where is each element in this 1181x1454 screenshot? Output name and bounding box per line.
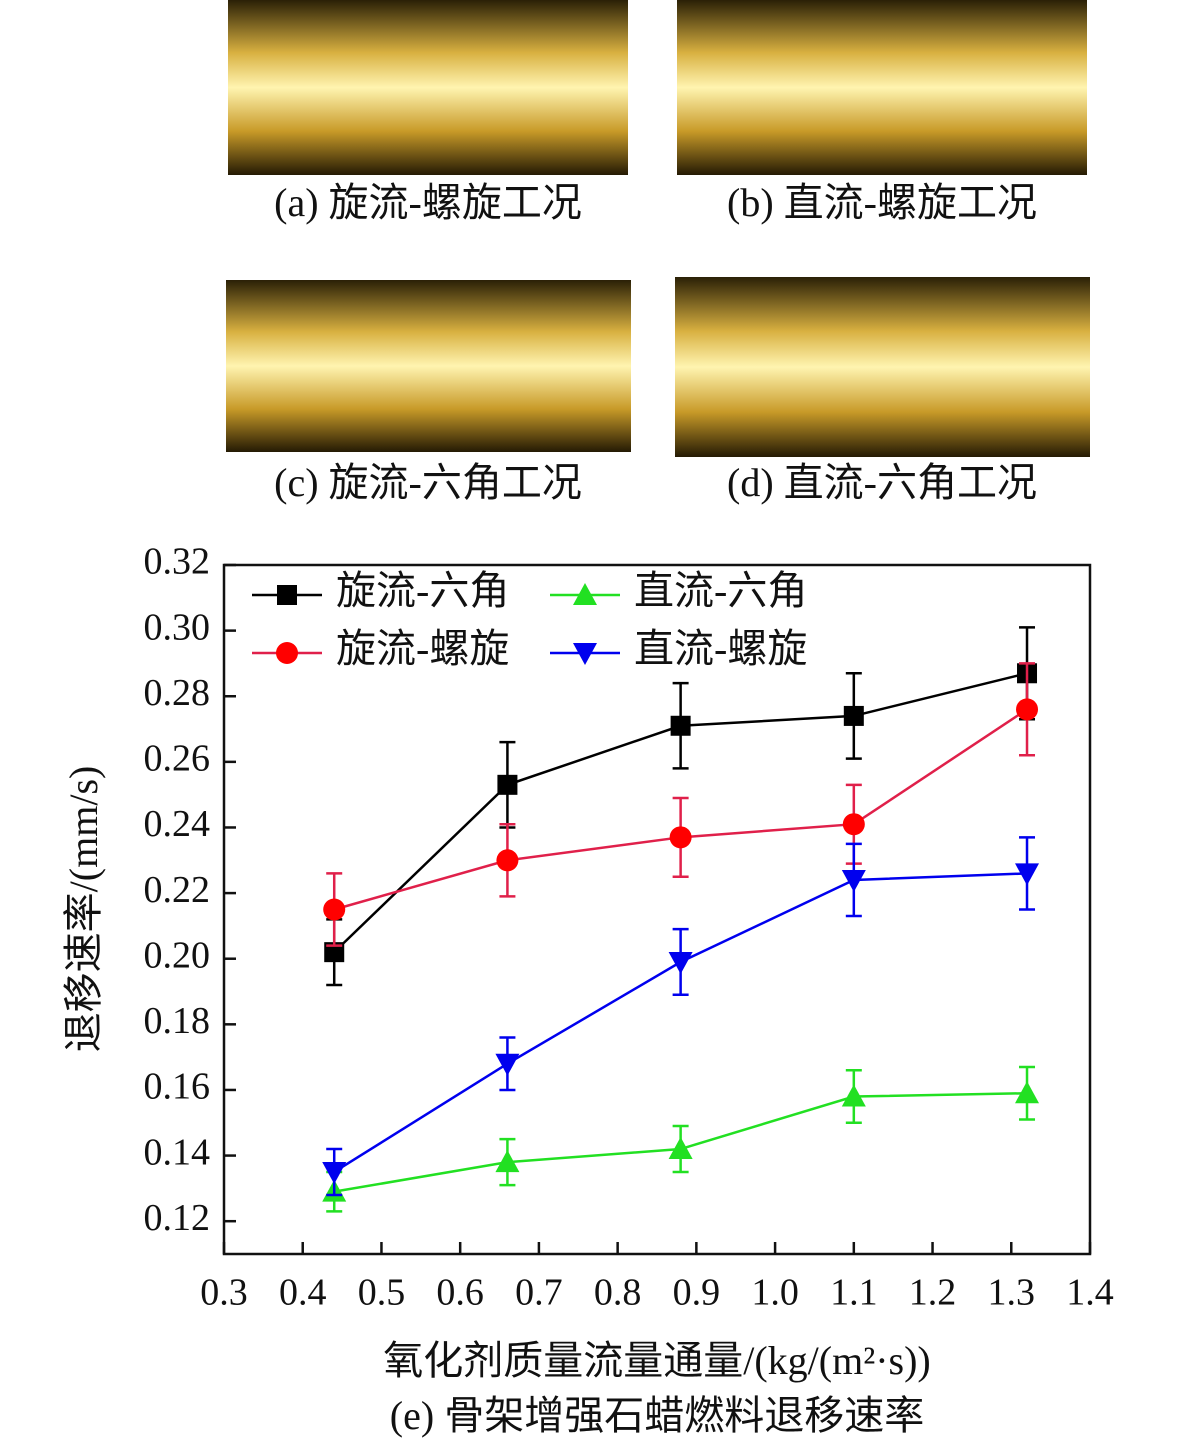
- x-tick-label: 0.9: [673, 1272, 721, 1314]
- photo: [226, 280, 631, 452]
- marker: [496, 849, 519, 872]
- x-tick-label: 1.0: [751, 1272, 799, 1314]
- x-tick-label: 0.7: [515, 1272, 563, 1314]
- marker: [1015, 1081, 1040, 1104]
- legend-label: 直流-螺旋: [634, 626, 807, 671]
- marker: [322, 1161, 347, 1184]
- marker: [841, 869, 866, 892]
- x-axis-title: 氧化剂质量流量通量/(kg/(m²·s)): [383, 1338, 931, 1383]
- photo-caption: (d) 直流-六角工况: [727, 460, 1037, 505]
- y-tick-label: 0.12: [144, 1197, 211, 1239]
- y-tick-label: 0.22: [144, 869, 211, 911]
- y-tick-label: 0.26: [144, 738, 211, 780]
- y-tick-label: 0.14: [144, 1131, 211, 1173]
- photo: [675, 277, 1090, 457]
- legend-marker: [277, 585, 297, 605]
- y-tick-label: 0.28: [144, 672, 211, 714]
- plot-frame: [222, 563, 1092, 1256]
- y-tick-label: 0.32: [144, 541, 211, 583]
- y-tick-label: 0.24: [144, 803, 211, 845]
- x-tick-label: 0.4: [279, 1272, 327, 1314]
- photo-caption: (b) 直流-螺旋工况: [727, 180, 1037, 225]
- x-tick-label: 1.2: [909, 1272, 957, 1314]
- photo: [677, 0, 1087, 175]
- marker: [668, 951, 693, 974]
- x-tick-label: 0.3: [200, 1272, 248, 1314]
- x-tick-label: 0.5: [358, 1272, 406, 1314]
- marker: [323, 898, 346, 921]
- photo: [228, 0, 628, 175]
- y-tick-label: 0.18: [144, 1000, 211, 1042]
- marker: [495, 1053, 520, 1076]
- y-tick-label: 0.16: [144, 1066, 211, 1108]
- marker: [841, 1084, 866, 1107]
- legend-marker: [573, 583, 597, 605]
- photo-caption: (a) 旋流-螺旋工况: [274, 180, 582, 225]
- marker: [497, 774, 518, 795]
- legend-marker: [573, 643, 597, 665]
- x-tick-label: 0.8: [594, 1272, 642, 1314]
- x-tick-label: 1.4: [1066, 1272, 1114, 1314]
- legend-marker: [276, 642, 298, 664]
- photo-caption: (c) 旋流-六角工况: [274, 460, 582, 505]
- y-tick-label: 0.20: [144, 934, 211, 976]
- marker: [668, 1137, 693, 1160]
- y-tick-label: 0.30: [144, 606, 211, 648]
- marker: [495, 1150, 520, 1173]
- y-axis-title: 退移速率/(mm/s): [61, 766, 106, 1053]
- legend-label: 直流-六角: [634, 568, 807, 613]
- legend-label: 旋流-六角: [336, 568, 509, 613]
- marker: [669, 826, 692, 849]
- marker: [1016, 698, 1039, 721]
- x-tick-label: 1.1: [830, 1272, 878, 1314]
- marker: [842, 813, 865, 836]
- marker: [1015, 863, 1040, 886]
- x-tick-label: 1.3: [988, 1272, 1036, 1314]
- legend-label: 旋流-螺旋: [336, 626, 509, 671]
- marker: [670, 715, 691, 736]
- marker: [843, 705, 864, 726]
- marker: [324, 942, 345, 963]
- chart-caption: (e) 骨架增强石蜡燃料退移速率: [390, 1393, 924, 1438]
- x-tick-label: 0.6: [436, 1272, 484, 1314]
